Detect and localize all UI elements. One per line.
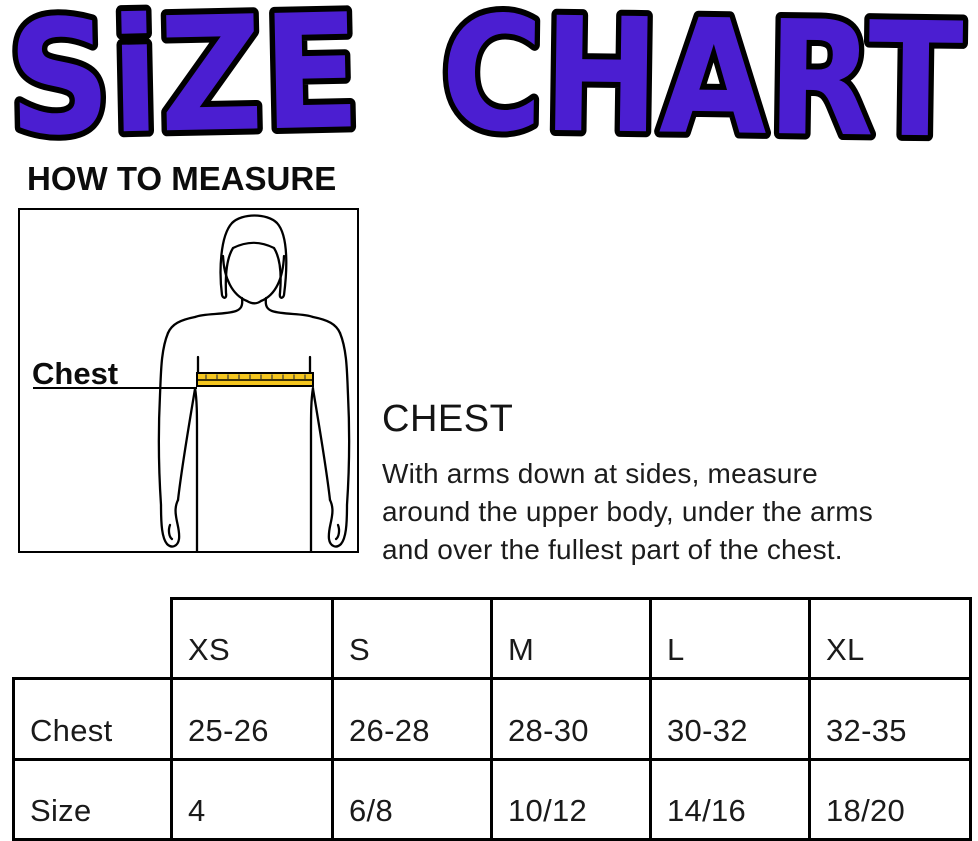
- title-banner: SiZE CHART: [0, 0, 970, 152]
- chest-value-l: 30-32: [649, 677, 811, 761]
- size-value-xs: 4: [170, 758, 334, 841]
- figure-face: [221, 254, 286, 305]
- table-row-size: Size 4 6/8 10/12 14/16 18/20: [12, 758, 972, 841]
- chest-value-xs: 25-26: [170, 677, 334, 761]
- measuring-tape-icon: [196, 372, 314, 387]
- table-col-header-m: M: [490, 597, 652, 680]
- title-word-size: SiZE: [6, 0, 362, 152]
- torso-figure-illustration: Chest: [32, 214, 351, 553]
- chest-value-s: 26-28: [331, 677, 493, 761]
- diagram-chest-label: Chest: [32, 356, 118, 391]
- size-value-xl: 18/20: [808, 758, 972, 841]
- size-value-l: 14/16: [649, 758, 811, 841]
- chest-value-xl: 32-35: [808, 677, 972, 761]
- chest-instruction-line: and over the fullest part of the chest.: [382, 534, 843, 565]
- row-label-chest: Chest: [12, 677, 173, 761]
- table-col-header-s: S: [331, 597, 493, 680]
- title-word-chart: CHART: [440, 0, 965, 152]
- size-value-m: 10/12: [490, 758, 652, 841]
- chest-instructions-section: CHEST With arms down at sides, measure a…: [382, 398, 942, 569]
- size-value-s: 6/8: [331, 758, 493, 841]
- measure-diagram-box: Chest: [18, 208, 359, 553]
- row-label-size: Size: [12, 758, 173, 841]
- table-row-chest: Chest 25-26 26-28 28-30 30-32 32-35: [12, 677, 972, 761]
- table-col-header-xl: XL: [808, 597, 972, 680]
- chest-section-heading: CHEST: [382, 398, 514, 440]
- chest-value-m: 28-30: [490, 677, 652, 761]
- size-chart-table: XS S M L XL Chest 25-26 26-28 28-30 30-3…: [12, 597, 972, 841]
- table-col-header-xs: XS: [170, 597, 334, 680]
- chest-instruction-line: around the upper body, under the arms: [382, 496, 873, 527]
- chest-instruction-line: With arms down at sides, measure: [382, 458, 818, 489]
- table-col-header-l: L: [649, 597, 811, 680]
- how-to-measure-heading: HOW TO MEASURE: [27, 160, 337, 197]
- table-header-row: XS S M L XL: [13, 597, 972, 680]
- table-corner-cell: [13, 598, 173, 680]
